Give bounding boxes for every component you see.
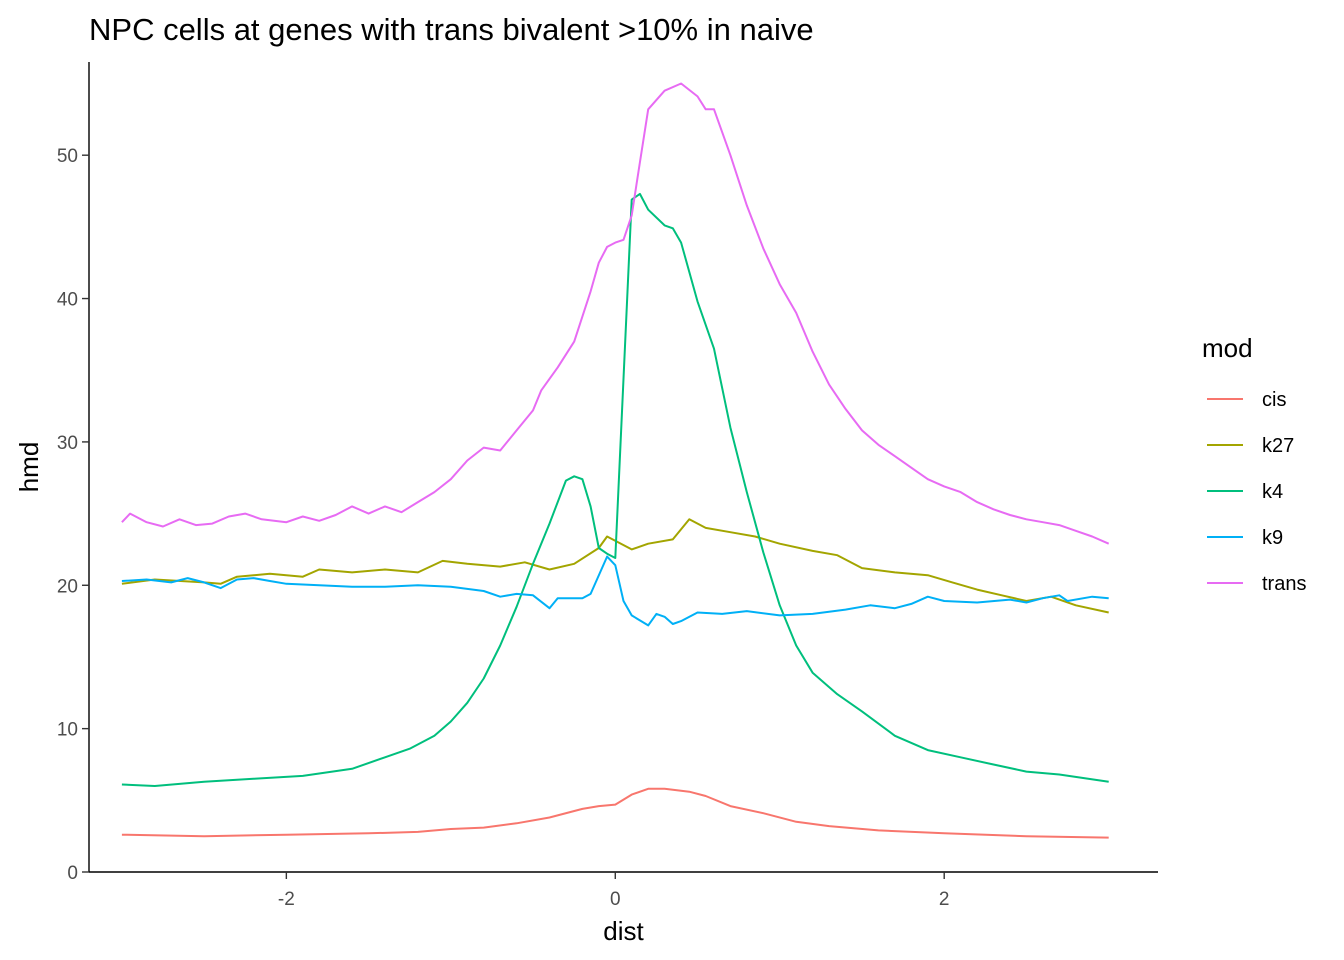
- legend-label-cis: cis: [1262, 389, 1286, 411]
- x-axis-ticks: -2 0 2: [278, 872, 950, 910]
- series-line-trans: [121, 82, 1110, 545]
- chart-title: NPC cells at genes with trans bivalent >…: [89, 12, 814, 47]
- x-tick-label: -2: [278, 889, 295, 910]
- legend-label-k9: k9: [1262, 527, 1283, 549]
- series-line-k4: [121, 192, 1109, 787]
- legend-label-k4: k4: [1262, 481, 1283, 503]
- series-layer: [121, 82, 1110, 839]
- legend-label-trans: trans: [1262, 573, 1306, 595]
- y-tick-label: 30: [57, 433, 78, 454]
- series-line-k9: [121, 555, 1109, 627]
- y-axis-ticks: 0 10 20 30 40 50: [57, 146, 89, 884]
- legend-title: mod: [1202, 333, 1253, 363]
- y-axis-title: hmd: [14, 442, 44, 493]
- y-tick-label: 20: [57, 576, 78, 597]
- x-tick-label: 0: [610, 889, 621, 910]
- legend-items: cis k27 k4 k9 trans: [1207, 389, 1306, 595]
- y-tick-label: 0: [67, 863, 78, 884]
- y-tick-label: 40: [57, 290, 78, 311]
- series-line-k27: [121, 518, 1109, 614]
- y-tick-label: 10: [57, 720, 78, 741]
- y-tick-label: 50: [57, 146, 78, 167]
- series-line-cis: [121, 787, 1109, 839]
- x-tick-label: 2: [939, 889, 950, 910]
- plot-area: -2 0 2 0 10 20 30 40 50: [57, 62, 1158, 910]
- x-axis-title: dist: [603, 916, 644, 946]
- legend-label-k27: k27: [1262, 435, 1294, 457]
- legend: mod cis k27 k4 k9 trans: [1202, 333, 1306, 595]
